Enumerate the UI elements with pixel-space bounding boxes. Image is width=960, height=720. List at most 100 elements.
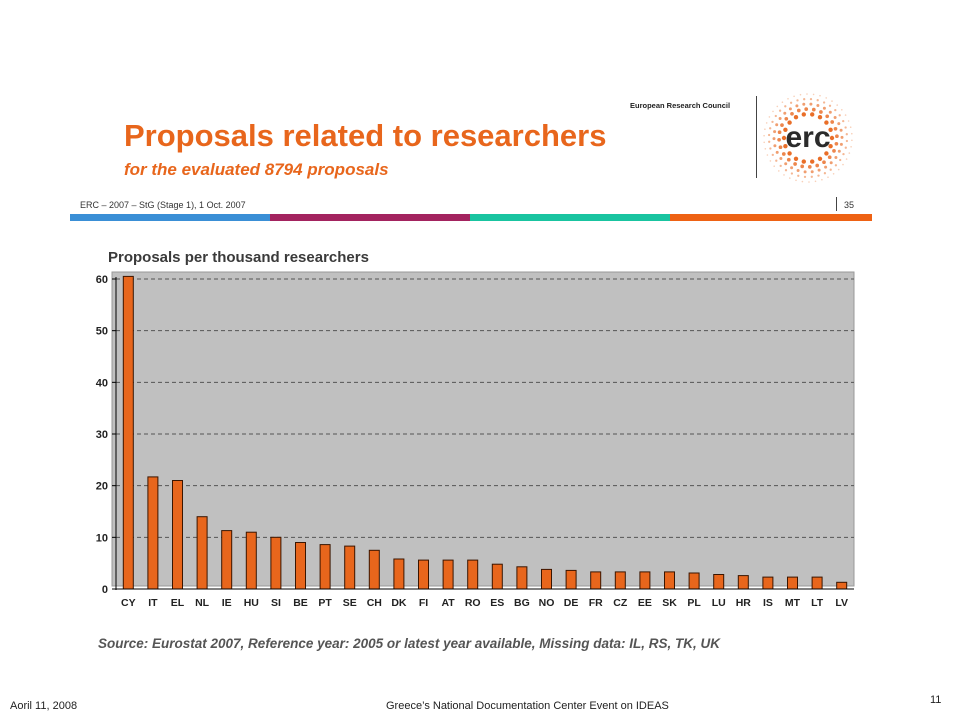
logo-dot-57 (775, 123, 779, 127)
logo-dot-47 (810, 170, 814, 174)
x-label-LV: LV (835, 597, 848, 609)
logo-dot-136 (819, 94, 821, 97)
logo-dot-49 (796, 169, 800, 172)
footer-event: Greece’s National Documentation Center E… (386, 700, 669, 712)
x-label-BG: BG (514, 597, 530, 609)
logo-dot-20 (827, 155, 832, 160)
logo-dot-134 (806, 93, 808, 95)
bar-SK (664, 571, 675, 590)
logo-text: erc (785, 121, 830, 154)
logo-dot-121 (766, 154, 769, 156)
x-label-FI: FI (419, 597, 428, 609)
logo-dot-68 (837, 122, 841, 126)
gridlines (116, 278, 854, 538)
logo-dot-98 (822, 101, 826, 104)
y-axis-ticks: 0 10 20 30 40 50 60 (96, 274, 116, 596)
logo-dot-31 (780, 123, 784, 127)
bar-RO (467, 559, 479, 590)
x-label-DE: DE (564, 597, 579, 609)
logo-dot-46 (817, 168, 821, 172)
color-band-teal (470, 214, 670, 221)
x-label-LT: LT (811, 597, 824, 609)
logo-dot-110 (827, 176, 829, 178)
logo-dot-44 (829, 161, 833, 165)
logo-dot-131 (787, 98, 789, 100)
logo-dot-32 (784, 116, 789, 121)
x-label-SK: SK (662, 597, 677, 609)
logo-divider (756, 96, 757, 178)
logo-dot-104 (845, 133, 848, 136)
logo-dot-16 (824, 120, 829, 125)
logo-dot-38 (825, 114, 830, 119)
header-line: ERC – 2007 – StG (Stage 1), 1 Oct. 2007 (80, 200, 246, 210)
logo-dot-17 (828, 127, 833, 132)
logo-dot-93 (789, 101, 793, 104)
logo-dot-81 (784, 169, 788, 172)
logo-dot-82 (779, 164, 782, 168)
logo-dot-84 (771, 153, 774, 157)
logo-dot-111 (821, 178, 823, 181)
logo-dot-90 (774, 114, 777, 118)
y-tick-label-20: 20 (96, 481, 108, 493)
logo-dot-19 (832, 149, 836, 153)
logo-dot-133 (799, 93, 802, 96)
logo-dot-37 (819, 110, 823, 114)
logo-dot-3 (817, 156, 823, 161)
logo-dot-77 (810, 175, 813, 178)
y-tick-label-60: 60 (96, 274, 108, 286)
logo-dot-95 (803, 98, 806, 101)
bar-chart: 0 10 20 30 40 50 60 CY IT EL NL IE HU SI BE PT SE CH DK FI… (96, 271, 855, 609)
logo-dot-103 (844, 126, 847, 129)
logo-dot-11 (787, 120, 792, 125)
x-label-HR: HR (736, 597, 752, 609)
bar-BE (295, 542, 306, 590)
logo-dot-99 (828, 104, 832, 107)
logo-dot-118 (778, 170, 780, 172)
logo-dot-29 (777, 137, 781, 142)
logo-dot-22 (815, 163, 820, 168)
x-label-CY: CY (121, 597, 136, 609)
logo-dot-138 (831, 100, 833, 102)
x-label-IE: IE (222, 597, 232, 609)
logo-dot-132 (793, 95, 795, 98)
logo-dot-53 (775, 150, 779, 154)
logo-dot-48 (803, 170, 807, 174)
logo-dot-34 (796, 108, 801, 113)
logo-dot-113 (808, 181, 810, 183)
logo-dot-26 (786, 157, 791, 162)
logo-dot-130 (781, 101, 784, 103)
logo-dot-146 (850, 146, 852, 148)
logo-dot-30 (777, 130, 782, 135)
logo-dot-14 (810, 112, 815, 117)
x-label-NO: NO (539, 597, 555, 609)
logo-dot-80 (790, 172, 794, 175)
logo-dot-12 (793, 115, 799, 120)
logo-dot-140 (841, 109, 843, 111)
slide-title: Proposals related to researchers (124, 118, 607, 153)
bar-LV (836, 581, 848, 590)
logo-dot-41 (835, 134, 839, 139)
bar-CZ (614, 571, 626, 590)
x-label-IS: IS (763, 597, 773, 609)
logo-dot-142 (847, 120, 850, 122)
logo-dot-24 (800, 164, 805, 169)
logo-dot-70 (840, 135, 844, 139)
logo-dot-60 (788, 107, 792, 111)
logo-dot-141 (844, 114, 847, 116)
logo-dot-39 (830, 120, 835, 124)
logo-dot-25 (793, 162, 797, 166)
logo-dot-143 (849, 126, 852, 128)
color-band-blue (70, 214, 270, 221)
page-reference: 35 (844, 200, 855, 210)
logo-dot-55 (772, 137, 776, 141)
bars (122, 275, 848, 590)
logo-dot-50 (790, 166, 794, 170)
x-label-PL: PL (687, 597, 701, 609)
logo-dot-52 (779, 157, 783, 160)
logo-dot-21 (822, 160, 826, 165)
logo-dot-66 (828, 110, 832, 114)
x-label-HU: HU (244, 597, 259, 609)
bar-EE (639, 571, 651, 590)
logo-dot-79 (797, 174, 800, 177)
logo-dot-54 (773, 144, 777, 148)
